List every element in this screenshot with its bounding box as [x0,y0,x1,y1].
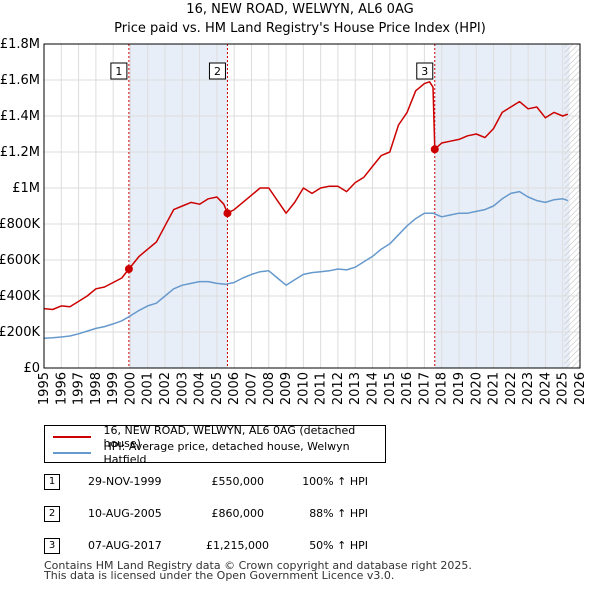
price-chart: £0 £200K £400K £600K £800K £1M £1.2M £1.4M £1.6M… [0,37,588,405]
footer: Contains HM Land Registry data © Crown c… [44,559,472,582]
sale-point [223,209,232,218]
x-tick-label: 2011 [314,372,329,405]
y-tick-label: £1.4M [0,109,40,124]
sale-price: £860,000 [211,507,265,520]
legend-label-property: 16, NEW ROAD, WELWYN, AL6 0AG (detached … [103,424,356,450]
legend-item-hpi: HPI: Average price, detached house, Welw… [53,440,385,466]
sale-row: 2 10-AUG-2005 £860,000 88% ↑ HPI [44,506,444,526]
sale-number-markers: 1 2 3 [110,62,434,80]
x-tick-label: 2023 [521,372,536,405]
legend-swatch-property [53,436,92,438]
x-tick-label: 2018 [435,372,450,405]
sale-price: £1,215,000 [206,539,269,552]
x-tick-label: 2017 [417,372,432,405]
x-tick-label: 2024 [538,372,553,405]
sale-price: £550,000 [211,475,265,488]
chart-title-line1: 16, NEW ROAD, WELWYN, AL6 0AG [186,2,414,17]
chart-title-line2: Price paid vs. HM Land Registry's House … [114,21,486,36]
sale-marker-box [208,62,226,80]
y-tick-label: £800K [0,217,40,232]
sale-hpi-change: 100% ↑ HPI [302,475,368,488]
x-tick-label: 2005 [210,372,225,405]
x-tick-label: 1998 [89,372,104,405]
y-tick-labels: £0 £200K £400K £600K £800K £1M £1.2M £1.4M £1.6M… [0,37,40,376]
x-tick-label: 2008 [262,372,277,405]
x-tick-label: 2026 [573,372,588,405]
x-tick-label: 1995 [37,372,52,405]
y-tick-label: £1.8M [0,37,40,52]
sale-number-badge: 2 [44,506,60,522]
x-tick-label: 2016 [400,372,415,405]
y-tick-label: £200K [0,325,40,340]
x-tick-label: 2012 [331,372,346,405]
x-tick-label: 2002 [158,372,173,405]
sale-date: 07-AUG-2017 [88,539,162,552]
sale-marker-box [110,62,128,80]
series-lines [43,81,569,340]
x-tick-label: 2009 [279,372,294,405]
x-tick-label: 2020 [469,372,484,405]
x-tick-label: 2000 [123,372,138,405]
sale-points [124,145,439,273]
sale-hpi-change: 50% ↑ HPI [309,539,368,552]
sale-row: 3 07-AUG-2017 £1,215,000 50% ↑ HPI [44,538,444,558]
shaded-range [434,44,570,368]
x-tick-label: 2015 [383,372,398,405]
x-tick-label: 2021 [487,372,502,405]
sale-point [430,145,439,154]
shaded-range [128,44,228,368]
sale-number-badge: 1 [44,474,60,490]
legend-label-hpi: HPI: Average price, detached house, Welw… [103,440,350,466]
sale-date-lines [128,44,436,368]
sale-marker-label: 2 [214,65,221,78]
x-tick-label: 2003 [175,372,190,405]
legend: 16, NEW ROAD, WELWYN, AL6 0AG (detached … [44,424,386,466]
x-tick-label: 2022 [504,372,519,405]
forecast-hatch [564,44,580,368]
x-tick-label: 2010 [296,372,311,405]
y-tick-label: £1.6M [0,73,40,88]
x-tick-label: 1997 [72,372,87,405]
x-tick-label: 2001 [141,372,156,405]
hpi-line [43,190,569,340]
sale-row: 1 29-NOV-1999 £550,000 100% ↑ HPI [44,474,444,494]
x-tick-label: 2006 [227,372,242,405]
sale-point [124,265,133,273]
y-tick-label: £600K [0,253,40,268]
chart-title: 16, NEW ROAD, WELWYN, AL6 0AG Price paid… [0,0,600,38]
y-tick-label: £0 [23,361,40,376]
x-tick-label: 2013 [348,372,363,405]
sale-marker-box [416,62,434,80]
x-tick-label: 2019 [452,372,467,405]
sale-date: 10-AUG-2005 [88,507,162,520]
sale-marker-label: 3 [421,65,428,78]
plot-frame [43,43,581,369]
x-tick-label: 1996 [54,372,69,405]
footer-licence: This data is licensed under the Open Gov… [44,569,395,582]
sale-hpi-change: 88% ↑ HPI [309,507,368,520]
x-tick-label: 2025 [556,372,571,405]
legend-swatch-hpi [53,452,92,454]
sale-date: 29-NOV-1999 [88,475,162,488]
y-tick-label: £1.2M [0,145,40,160]
sale-number-badge: 3 [44,538,60,554]
shaded-regions [128,44,580,368]
y-tick-label: £1M [12,181,40,196]
footer-copyright: Contains HM Land Registry data © Crown c… [44,559,472,572]
axes [43,43,581,369]
property-price-line [43,81,569,311]
x-tick-label: 2007 [244,372,259,405]
x-tick-labels: 1995 1996 1997 1998 1999 2000 2001 2002 2003 2004… [37,372,588,405]
x-tick-label: 2004 [193,372,208,405]
y-tick-label: £400K [0,289,40,304]
x-tick-label: 2014 [366,372,381,405]
sale-marker-label: 1 [115,65,122,78]
legend-item-property: 16, NEW ROAD, WELWYN, AL6 0AG (detached … [53,424,385,450]
x-tick-label: 1999 [106,372,121,405]
